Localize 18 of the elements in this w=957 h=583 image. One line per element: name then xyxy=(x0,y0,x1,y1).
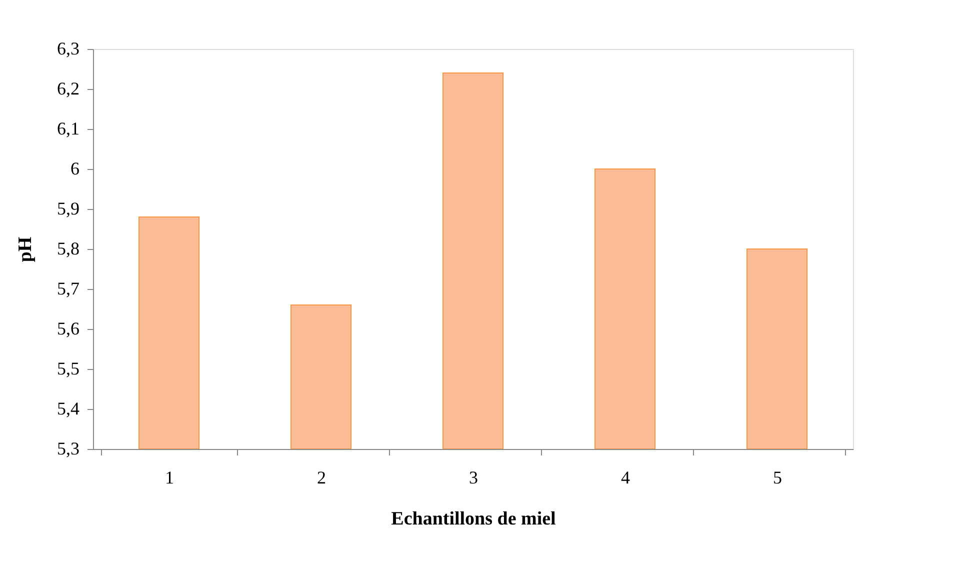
y-tick-label: 6,3 xyxy=(57,38,80,58)
y-axis-title: pH xyxy=(15,236,36,262)
x-tick-label: 5 xyxy=(773,468,782,488)
y-tick-label: 5,5 xyxy=(57,358,80,378)
x-tick-label: 2 xyxy=(317,468,326,488)
y-tick-label: 5,6 xyxy=(57,318,80,338)
x-tick-label: 1 xyxy=(165,468,174,488)
y-tick-label: 5,4 xyxy=(57,398,80,418)
y-tick-label: 6,2 xyxy=(57,78,80,98)
x-axis-title: Echantillons de miel xyxy=(391,508,556,530)
y-tick-label: 5,7 xyxy=(57,278,80,298)
y-tick-label: 5,3 xyxy=(57,438,80,458)
y-tick-label: 5,9 xyxy=(57,198,80,218)
x-tick-label: 3 xyxy=(469,468,478,488)
x-tick-label: 4 xyxy=(621,468,630,488)
y-tick-label: 6 xyxy=(70,158,80,178)
y-tick-label: 6,1 xyxy=(57,118,80,138)
y-tick-label: 5,8 xyxy=(57,238,80,258)
